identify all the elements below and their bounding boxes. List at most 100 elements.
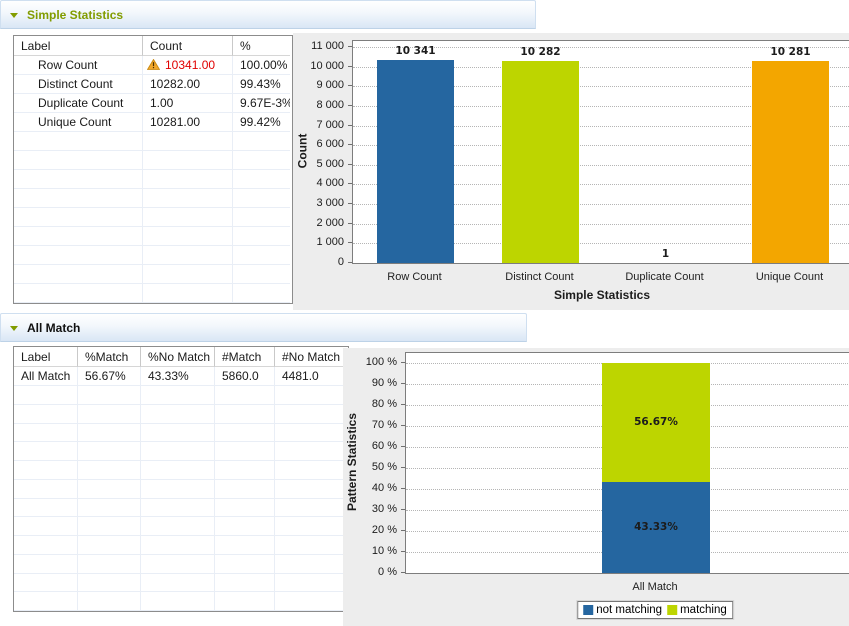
y-tick-mark <box>348 124 352 126</box>
bar-unique-count[interactable] <box>752 61 829 263</box>
gridline <box>353 223 849 225</box>
bar-matching[interactable] <box>602 363 710 482</box>
table-row-empty <box>14 208 292 227</box>
empty-cell <box>14 498 78 518</box>
collapse-triangle-icon[interactable] <box>10 12 18 18</box>
table-row-duplicate-count[interactable]: Duplicate Count 1.00 9.67E-3% <box>14 94 292 113</box>
empty-cell <box>141 592 215 611</box>
table-row-empty <box>14 170 292 189</box>
bar-value-label: 56.67% <box>634 415 678 428</box>
count-value: 10282.00 <box>150 77 201 91</box>
table-header-row: Label %Match %No Match #Match #No Match <box>14 347 348 367</box>
table-row-empty <box>14 227 292 246</box>
y-tick-mark <box>348 163 352 165</box>
plot-area: 10 341 10 282 1 10 281 <box>352 40 849 264</box>
cell-label: Distinct Count <box>14 75 143 94</box>
y-tick-label: 11 000 <box>311 40 344 52</box>
gridline <box>353 125 849 127</box>
empty-cell <box>78 442 141 461</box>
gridline <box>353 184 849 186</box>
legend-swatch-icon <box>583 605 594 615</box>
y-tick-mark <box>348 183 352 185</box>
y-tick-mark <box>401 488 405 489</box>
empty-cell <box>233 151 290 170</box>
empty-cell <box>141 386 215 405</box>
y-tick-mark <box>348 85 352 87</box>
empty-cell <box>233 189 290 208</box>
gridline <box>353 105 849 107</box>
empty-cell <box>143 208 233 227</box>
table-row-empty <box>14 592 348 611</box>
y-tick-mark <box>348 242 352 244</box>
empty-cell <box>275 461 346 480</box>
x-category-label: Duplicate Count <box>625 271 704 283</box>
column-header-label[interactable]: Label <box>14 347 78 367</box>
count-value: 1.00 <box>150 96 174 110</box>
empty-cell <box>215 498 275 518</box>
column-header-no-match[interactable]: #No Match <box>275 347 346 367</box>
column-header-[interactable]: % <box>233 36 290 56</box>
column-header-match[interactable]: #Match <box>215 347 275 367</box>
column-header-label[interactable]: Label <box>14 36 143 56</box>
gridline <box>353 145 849 147</box>
legend-label: matching <box>680 604 727 616</box>
count-value: 10281.00 <box>150 115 201 129</box>
cell-no-match: 4481.0 <box>275 367 346 386</box>
bar-distinct-count[interactable] <box>502 61 579 263</box>
empty-cell <box>215 592 275 611</box>
empty-cell <box>14 265 143 284</box>
collapse-triangle-icon[interactable] <box>10 325 18 331</box>
empty-cell <box>233 246 290 265</box>
empty-cell <box>275 442 346 461</box>
table-row-all-match[interactable]: All Match 56.67% 43.33% 5860.0 4481.0 <box>14 367 348 386</box>
table-row-empty <box>14 554 348 574</box>
table-row-unique-count[interactable]: Unique Count 10281.00 99.42% <box>14 113 292 132</box>
empty-cell <box>141 461 215 480</box>
column-header-no-match[interactable]: %No Match <box>141 347 215 367</box>
section-header-all-match[interactable]: All Match <box>0 313 527 342</box>
column-header-count[interactable]: Count <box>143 36 233 56</box>
y-tick-mark <box>401 509 405 510</box>
pattern-statistics-chart: Pattern Statistics 43.33% 56.67% 0 % 10 % 20… <box>343 348 849 626</box>
bar-not-matching[interactable] <box>602 482 710 573</box>
empty-cell <box>14 208 143 227</box>
empty-cell <box>143 170 233 189</box>
empty-cell <box>78 592 141 611</box>
bar-value-label: 10 341 <box>395 44 436 57</box>
x-axis-title: Simple Statistics <box>553 288 651 302</box>
y-tick-label: 90 % <box>371 377 397 389</box>
y-tick-label: 10 000 <box>310 59 344 72</box>
empty-cell <box>141 442 215 461</box>
bar-row-count[interactable] <box>377 59 454 263</box>
empty-cell <box>14 227 143 246</box>
empty-cell <box>215 479 275 499</box>
table-row-empty <box>14 423 348 443</box>
empty-cell <box>143 265 233 284</box>
empty-cell <box>215 404 275 424</box>
empty-cell <box>215 517 275 536</box>
empty-cell <box>233 170 290 189</box>
bar-value-label: 43.33% <box>634 520 678 533</box>
empty-cell <box>143 246 233 265</box>
empty-cell <box>14 386 78 405</box>
y-tick-mark <box>401 572 405 573</box>
section-header-simple-statistics[interactable]: Simple Statistics <box>0 0 536 29</box>
empty-cell <box>78 573 141 593</box>
empty-cell <box>14 132 143 151</box>
simple-statistics-chart: Count Simple Statistics 10 341 10 282 1 10 … <box>293 33 849 310</box>
empty-cell <box>78 423 141 443</box>
y-tick-label: 70 % <box>371 419 397 431</box>
y-tick-label: 8 000 <box>316 98 344 111</box>
simple-statistics-table: Label Count% Row Count 10341.00 100.00% Disti… <box>13 35 293 304</box>
section-title: Simple Statistics <box>27 7 124 22</box>
legend-item-matching: matching <box>667 604 727 616</box>
all-match-table: Label %Match %No Match #Match #No Match All M… <box>13 346 349 612</box>
y-tick-label: 3 000 <box>316 197 344 210</box>
y-tick-mark <box>348 203 352 205</box>
cell-count: 10341.00 <box>143 56 233 75</box>
table-row-distinct-count[interactable]: Distinct Count 10282.00 99.43% <box>14 75 292 94</box>
column-header-match[interactable]: %Match <box>78 347 141 367</box>
table-row-row-count[interactable]: Row Count 10341.00 100.00% <box>14 56 292 75</box>
y-tick-label: 9 000 <box>316 79 344 92</box>
empty-cell <box>233 227 290 246</box>
